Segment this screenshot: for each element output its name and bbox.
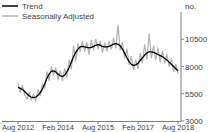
chart: 30005500800010500no.Aug 2012Feb 2014Aug … bbox=[0, 0, 215, 132]
series-line bbox=[18, 25, 178, 101]
x-tick-label: Aug 2012 bbox=[2, 123, 34, 132]
y-tick bbox=[181, 93, 184, 94]
y-tick bbox=[181, 121, 184, 122]
x-tick-label: Feb 2014 bbox=[42, 123, 74, 132]
y-tick-label: 8000 bbox=[185, 63, 203, 72]
y-tick-label: 5500 bbox=[185, 90, 203, 99]
legend-label: Trend bbox=[22, 2, 43, 11]
legend-swatch bbox=[2, 15, 18, 17]
series-line bbox=[18, 44, 178, 98]
y-tick bbox=[181, 66, 184, 67]
x-tick-label: Aug 2015 bbox=[82, 123, 114, 132]
x-tick-label: Feb 2017 bbox=[122, 123, 154, 132]
x-tick-label: Aug 2018 bbox=[162, 123, 194, 132]
x-axis bbox=[2, 121, 181, 122]
legend-label: Seasonally Adjusted bbox=[22, 12, 94, 21]
plot-lines bbox=[18, 25, 178, 101]
legend-swatch bbox=[2, 5, 18, 7]
y-tick bbox=[181, 39, 184, 40]
y-axis-label: no. bbox=[185, 2, 196, 11]
y-tick-label: 10500 bbox=[185, 35, 208, 44]
